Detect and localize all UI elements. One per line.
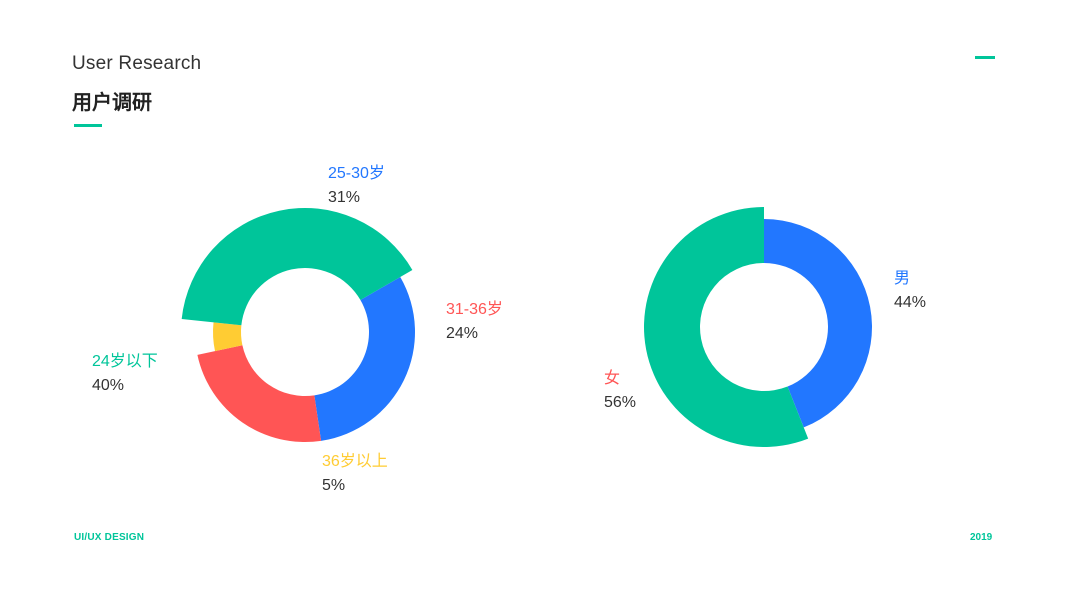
label-female-category: 女 xyxy=(604,370,621,387)
label-36-plus-percent: 5% xyxy=(322,477,346,494)
label-36-plus: 36岁以上 5% xyxy=(322,450,388,498)
label-25-30: 25-30岁 31% xyxy=(328,162,385,210)
label-female: 女 56% xyxy=(604,367,636,415)
label-31-36-percent: 24% xyxy=(446,325,479,342)
label-male-category: 男 xyxy=(894,270,911,287)
slice-31-36 xyxy=(197,345,322,442)
label-36-plus-category: 36岁以上 xyxy=(322,453,388,470)
page-title-cn: 用户调研 xyxy=(72,92,152,114)
label-25-30-percent: 31% xyxy=(328,189,361,206)
footer-year: 2019 xyxy=(970,532,993,543)
label-31-36-category: 31-36岁 xyxy=(446,301,503,318)
corner-accent-line xyxy=(975,56,995,59)
slice-female xyxy=(644,207,809,447)
label-male: 男 44% xyxy=(894,267,926,315)
page-title-en: User Research xyxy=(72,53,202,74)
title-accent-line xyxy=(74,124,102,127)
label-female-percent: 56% xyxy=(604,394,637,411)
label-male-percent: 44% xyxy=(894,294,927,311)
slice-male xyxy=(764,219,872,428)
label-under-24-category: 24岁以下 xyxy=(92,353,158,370)
slice-36-plus xyxy=(213,322,243,352)
slice-under-24 xyxy=(181,208,413,326)
label-31-36: 31-36岁 24% xyxy=(446,298,503,346)
footer-brand: UI/UX DESIGN xyxy=(74,532,145,543)
slice-25-30 xyxy=(314,277,415,441)
label-25-30-category: 25-30岁 xyxy=(328,165,385,182)
label-under-24: 24岁以下 40% xyxy=(92,350,158,398)
label-under-24-percent: 40% xyxy=(92,377,125,394)
